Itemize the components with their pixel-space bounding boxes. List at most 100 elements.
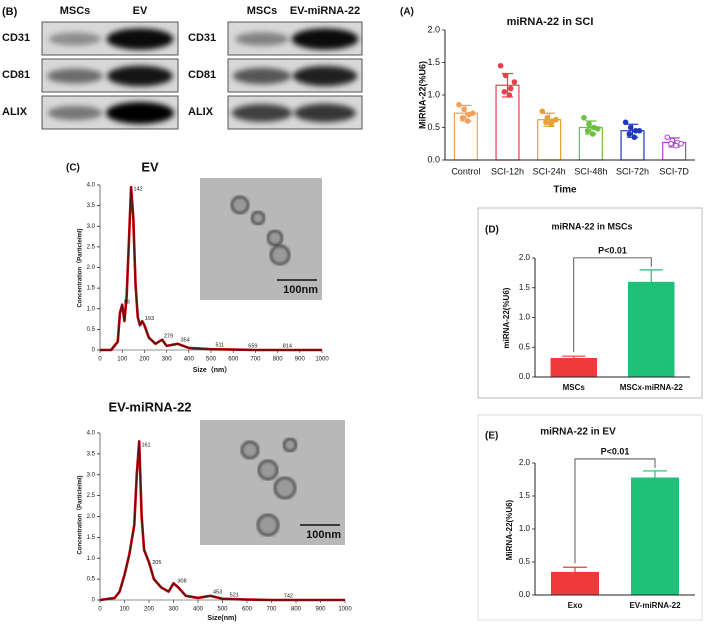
panel-label: (D) <box>485 225 499 236</box>
x-tick-label: SCI-72h <box>616 166 649 176</box>
peak-label: 98 <box>124 300 130 306</box>
x-tick-label: MSCx-miRNA-22 <box>620 383 684 392</box>
y-tick-label: 1.5 <box>519 283 531 292</box>
vesicle <box>250 210 266 226</box>
peak-label: 742 <box>284 593 293 599</box>
y-tick-label: 2.0 <box>87 514 96 520</box>
vesicle <box>230 195 250 215</box>
y-tick-label: 1.5 <box>427 57 440 67</box>
y-tick-label: 1.0 <box>519 524 531 533</box>
y-tick-label: 2.0 <box>519 253 531 262</box>
peak-label: 511 <box>215 343 224 349</box>
blot-column-label: MSCs <box>247 5 278 17</box>
y-tick-label: 3.5 <box>87 203 96 209</box>
panel-frame <box>477 207 703 399</box>
data-point <box>664 134 671 141</box>
data-point <box>626 131 633 137</box>
x-tick-label: 600 <box>228 357 239 363</box>
scale-label: 100nm <box>306 529 341 541</box>
chart-title: miRNA-22 in SCI <box>507 16 594 28</box>
peak-label: 279 <box>164 333 173 339</box>
chart-title: EV <box>141 159 159 174</box>
y-tick-label: 0.5 <box>87 577 96 583</box>
blot-band <box>106 28 174 50</box>
data-point <box>668 140 674 147</box>
data-point <box>507 85 514 92</box>
y-tick-label: 1.5 <box>519 491 531 500</box>
x-tick-label: 300 <box>168 607 179 613</box>
data-point <box>461 106 467 113</box>
y-axis-label: Concentration（Particle/ml) <box>76 228 84 307</box>
x-tick-label: 900 <box>315 607 326 613</box>
y-tick-label: 1.0 <box>519 313 531 322</box>
x-tick-label: 900 <box>295 357 306 363</box>
y-tick-label: 1.5 <box>87 286 96 292</box>
y-tick-label: 1.5 <box>87 535 96 541</box>
data-point <box>502 72 509 79</box>
x-tick-label: MSCs <box>563 383 586 392</box>
blot-row-label: CD31 <box>188 32 216 44</box>
blot-row-label: CD31 <box>2 32 30 44</box>
x-tick-label: 100 <box>119 607 130 613</box>
data-point <box>553 116 559 123</box>
significance-bracket <box>574 458 656 564</box>
y-tick-label: 1.0 <box>427 89 440 99</box>
x-tick-label: SCI-24h <box>533 166 566 176</box>
blot-row-label: ALIX <box>2 106 28 118</box>
chart-title: miRNA-22 in EV <box>540 427 616 438</box>
bar <box>551 571 599 595</box>
y-tick-label: 0 <box>92 598 96 604</box>
data-point <box>581 114 587 121</box>
peak-label: 193 <box>145 316 154 322</box>
y-tick-label: 1.0 <box>87 306 96 312</box>
y-tick-label: 0.5 <box>87 327 96 333</box>
x-tick-label: 500 <box>206 357 217 363</box>
blot-column-label: EV-miRNA-22 <box>290 5 360 17</box>
panel-label: (E) <box>485 431 498 442</box>
blot-band <box>231 104 293 122</box>
x-tick-label: 300 <box>162 357 173 363</box>
y-tick-label: 2.0 <box>427 24 440 34</box>
y-tick-label: 0.5 <box>519 557 531 566</box>
x-tick-label: 700 <box>250 357 261 363</box>
y-axis-label: MiRNA-22(%U6) <box>417 61 427 129</box>
data-point <box>539 108 546 115</box>
data-point <box>456 101 462 108</box>
x-axis-label: Size（nm） <box>193 366 232 374</box>
y-tick-label: 2.5 <box>87 244 96 250</box>
x-tick-label: SCI-7D <box>659 166 689 176</box>
significance-bracket <box>573 257 652 353</box>
data-point <box>584 127 591 134</box>
peak-label: 814 <box>283 343 292 349</box>
y-tick-label: 4.0 <box>87 431 96 437</box>
bar <box>628 281 675 377</box>
blot-row-label: CD81 <box>2 69 30 81</box>
x-tick-label: 600 <box>242 607 253 613</box>
peak-label: 142 <box>134 187 143 193</box>
blot-band <box>47 105 103 121</box>
y-axis-label: MiRNA-22(%U6) <box>505 499 514 560</box>
blot-band <box>107 65 173 87</box>
data-point <box>543 119 549 126</box>
chart-title: miRNA-22 in MSCs <box>551 221 632 231</box>
vesicle <box>273 476 297 500</box>
y-tick-label: 2.5 <box>87 493 96 499</box>
y-tick-label: 2.0 <box>519 458 531 467</box>
significance-label: P<0.01 <box>598 245 627 255</box>
peak-label: 659 <box>248 343 257 349</box>
x-tick-label: 500 <box>217 607 228 613</box>
data-point <box>501 88 508 95</box>
blot-column-label: MSCs <box>60 5 91 17</box>
blot-band <box>235 32 289 46</box>
bar <box>631 477 679 595</box>
peak-label: 521 <box>230 592 239 598</box>
peak-label: 205 <box>152 560 161 566</box>
data-point <box>594 126 601 132</box>
x-tick-label: SCI-12h <box>491 166 524 176</box>
panel-frame <box>477 414 703 621</box>
data-point <box>497 62 504 69</box>
blot-row-label: ALIX <box>188 106 214 118</box>
y-tick-label: 2.0 <box>87 265 96 271</box>
